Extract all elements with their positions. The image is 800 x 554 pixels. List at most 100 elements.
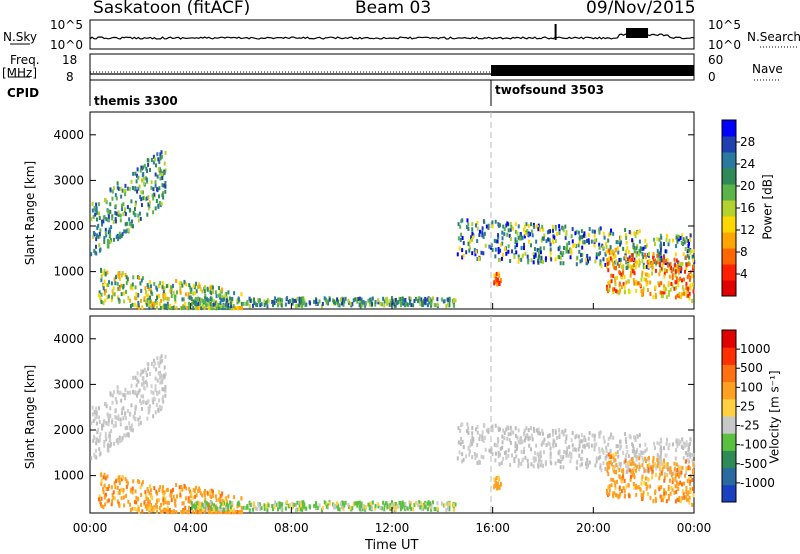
power-cell-881 [423,300,426,305]
velocity-cell-830 [210,507,213,512]
velocity-cell-389 [198,510,201,515]
power-cell-1075 [674,266,677,271]
velocity-cell-1448 [575,466,578,471]
power-cell-1345 [580,235,583,240]
power-cell-1389 [541,236,544,241]
power-cell-1601 [614,282,617,287]
power-cell-441 [131,302,134,307]
velocity-cbar-swatch-4 [722,416,736,434]
velocity-cell-1647 [657,461,660,466]
velocity-cell-643 [383,507,386,512]
power-cell-372 [104,288,107,293]
velocity-cell-114 [142,375,145,380]
velocity-cell-897 [284,506,287,511]
power-cell-1315 [534,252,537,257]
power-cell-463 [117,272,120,277]
power-cell-324 [155,285,158,290]
power-cell-1082 [466,225,469,230]
velocity-cell-580 [175,510,178,515]
velocity-cell-1617 [686,479,689,484]
velocity-cell-1444 [487,429,490,434]
velocity-cell-1172 [597,456,600,461]
nsky-line [89,33,695,40]
power-cell-1424 [633,249,636,254]
power-cell-893 [436,302,439,307]
power-cell-1566 [668,289,671,294]
power-cell-162 [134,202,137,207]
power-cell-1050 [514,245,517,250]
power-cell-938 [491,248,494,253]
power-cell-1595 [675,258,678,263]
velocity-cell-1464 [612,478,615,483]
power-cell-918 [364,301,367,306]
power-cell-1691 [678,267,681,272]
power-cell-267 [194,306,197,311]
power-cell-615 [316,301,319,306]
velocity-cell-240 [111,420,114,425]
power-cell-1522 [624,255,627,260]
power-cell-1459 [630,265,633,270]
power-cell-455 [145,290,148,295]
velocity-cell-1004 [471,431,474,436]
velocity-cell-932 [659,437,662,442]
velocity-cell-869 [397,503,400,508]
power-cell-579 [100,274,103,279]
power-cell-1388 [519,232,522,237]
velocity-cell-1342 [497,454,500,459]
power-cell-103 [114,193,117,198]
velocity-cell-884 [391,503,394,508]
power-cell-1172 [597,252,600,257]
power-cell-1682 [610,251,613,256]
power-cell-1285 [559,261,562,266]
velocity-cell-1649 [661,467,664,472]
velocity-cell-239 [147,399,150,404]
velocity-cell-1188 [681,437,684,442]
power-cell-286 [240,306,243,311]
power-cell-927 [426,303,429,308]
velocity-cell-162 [134,406,137,411]
power-cell-1446 [466,218,469,223]
velocity-cell-906 [301,500,304,505]
power-cell-1105 [472,234,475,239]
power-cell-1342 [497,250,500,255]
velocity-cell-320 [170,489,173,494]
velocity-cell-1360 [598,431,601,436]
velocity-cell-1182 [635,450,638,455]
power-cell-1693 [679,276,682,281]
power-cell-1657 [662,254,665,259]
power-cell-1318 [622,246,625,251]
velocity-cell-1555 [607,493,610,498]
power-cell-1649 [661,263,664,268]
power-cell-727 [393,302,396,307]
velocity-cell-277 [120,477,123,482]
power-cell-279 [113,292,116,297]
velocity-cell-773 [424,502,427,507]
velocity-cell-315 [207,502,210,507]
velocity-cell-1487 [674,499,677,504]
velocity-cell-29 [164,372,167,377]
power-cell-397 [122,283,125,288]
velocity-cell-1351 [656,440,659,445]
power-cell-1104 [551,224,554,229]
velocity-cell-1543 [631,473,634,478]
power-cell-1433 [531,233,534,238]
power-cell-254 [94,244,97,249]
velocity-cell-371 [162,485,165,490]
velocity-cell-1382 [461,452,464,457]
velocity-cell-1314 [540,459,543,464]
velocity-cell-1191 [473,452,476,457]
velocity-cell-325 [233,495,236,500]
velocity-cell-747 [406,506,409,511]
power-cell-1569 [667,292,670,297]
velocity-cell-1684 [659,472,662,477]
power-cell-124 [106,218,109,223]
power-cell-559 [146,293,149,298]
velocity-cell-1143 [461,439,464,444]
velocity-cell-271 [147,489,150,494]
power-cell-792 [379,301,382,306]
power-cell-1147 [461,255,464,260]
power-cell-1254 [619,242,622,247]
velocity-cell-1330 [632,446,635,451]
power-cell-98 [101,222,104,227]
velocity-cell-425 [110,485,113,490]
